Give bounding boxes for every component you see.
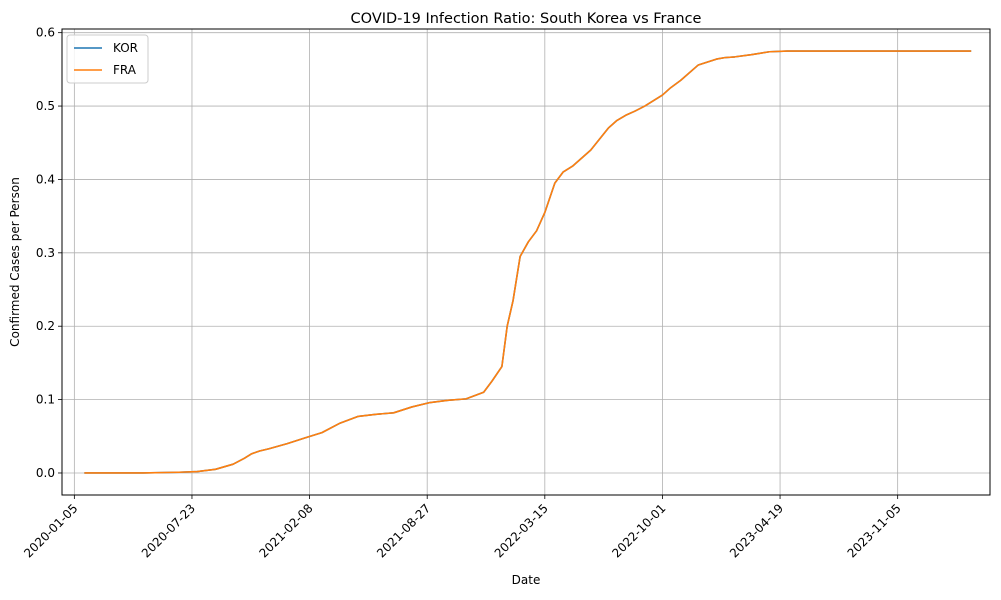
legend-label-kor: KOR bbox=[113, 41, 138, 55]
y-tick-label: 0.5 bbox=[36, 99, 55, 113]
y-tick-label: 0.2 bbox=[36, 319, 55, 333]
series-line-fra bbox=[84, 50, 972, 474]
grid-lines bbox=[62, 29, 990, 495]
y-tick-label: 0.1 bbox=[36, 393, 55, 407]
y-axis-label: Confirmed Cases per Person bbox=[8, 177, 22, 347]
y-axis: 0.0 0.1 0.2 0.3 0.4 0.5 0.6 bbox=[36, 26, 62, 480]
series-layer bbox=[84, 50, 972, 474]
y-tick-label: 0.0 bbox=[36, 466, 55, 480]
legend: KOR FRA bbox=[66, 34, 149, 84]
legend-box bbox=[66, 34, 149, 84]
chart-title: COVID-19 Infection Ratio: South Korea vs… bbox=[351, 11, 702, 27]
plot-frame bbox=[61, 28, 991, 496]
legend-label-fra: FRA bbox=[113, 63, 137, 77]
y-tick-label: 0.6 bbox=[36, 26, 55, 40]
x-axis-label: Date bbox=[512, 573, 541, 587]
y-tick-label: 0.3 bbox=[36, 246, 55, 260]
y-tick-label: 0.4 bbox=[36, 172, 55, 186]
